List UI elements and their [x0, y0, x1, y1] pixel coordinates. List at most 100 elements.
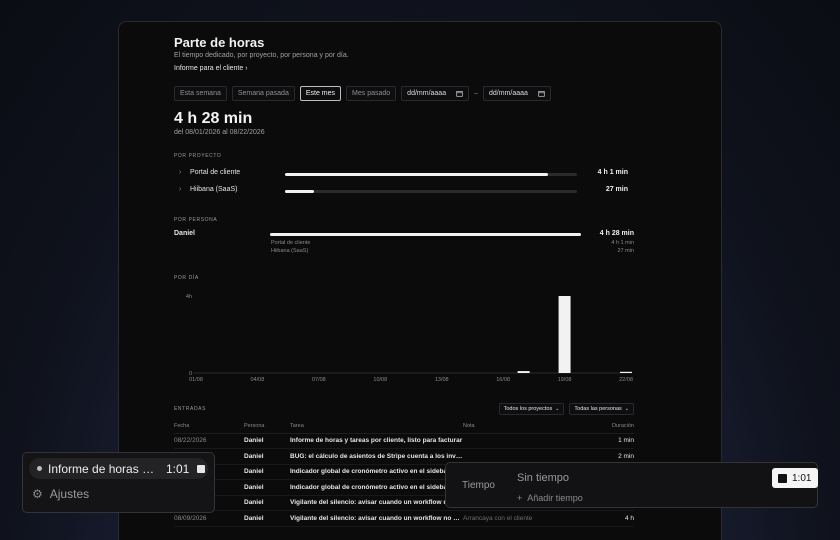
x-tick-label: 16/08: [496, 377, 510, 383]
filter-last-week[interactable]: Semana pasada: [231, 86, 295, 101]
section-label-day: POR DÍA: [174, 275, 199, 281]
col-task: Tarea: [290, 420, 463, 434]
plus-icon: +: [517, 493, 523, 503]
date-to-input[interactable]: dd/mm/aaaa: [483, 86, 551, 101]
x-tick-label: 07/08: [312, 377, 326, 383]
date-to-placeholder: dd/mm/aaaa: [489, 90, 528, 97]
x-tick-label: 04/08: [251, 377, 265, 383]
client-report-link[interactable]: Informe para el cliente ›: [174, 65, 248, 72]
total-time: 4 h 28 min: [174, 110, 253, 127]
project-value: 4 h 1 min: [597, 169, 628, 176]
calendar-icon: [538, 91, 545, 97]
person-name: Daniel: [174, 230, 196, 237]
person-select-value: Todas las personas: [574, 406, 622, 412]
time-card-empty: Sin tiempo: [517, 472, 569, 484]
x-tick-label: 10/08: [373, 377, 387, 383]
chevron-down-icon: ⌄: [624, 406, 629, 412]
person-bar-fill: [270, 233, 581, 236]
entry-task: Indicador global de cronómetro activo en…: [290, 464, 463, 480]
person-project-label: Portal de cliente: [271, 240, 311, 246]
time-card-timer-button[interactable]: 1:01: [772, 468, 818, 488]
day-bar: [620, 371, 632, 373]
entry-task: Vigilante del silencio: avisar cuando un…: [290, 510, 463, 527]
client-report-link-label: Informe para el cliente: [174, 65, 244, 72]
time-card: Tiempo Sin tiempo + Añadir tiempo 1:01: [445, 462, 818, 508]
chevron-right-icon: ›: [179, 169, 182, 176]
entry-date: 08/09/2026: [174, 510, 244, 527]
active-timer-time: 1:01: [166, 462, 190, 476]
active-timer-task: Informe de horas y tareas por cliente, l…: [48, 462, 155, 476]
calendar-icon: [456, 91, 463, 97]
day-bar: [558, 296, 571, 373]
entry-person: Daniel: [244, 448, 290, 465]
project-value: 27 min: [605, 186, 628, 193]
col-note: Nota: [463, 420, 584, 434]
entry-person: Daniel: [244, 510, 290, 527]
project-row[interactable]: › Hiibana (SaaS) 27 min: [174, 185, 629, 197]
settings-label: Ajustes: [49, 487, 90, 501]
project-select[interactable]: Todos los proyectos ⌄: [498, 403, 565, 415]
entry-duration: 1 min: [584, 433, 634, 449]
page-subtitle: El tiempo dedicado, por proyecto, por pe…: [174, 52, 349, 59]
entry-date: 08/22/2026: [174, 433, 244, 449]
entry-person: Daniel: [244, 433, 290, 449]
entry-task: Informe de horas y tareas por cliente, l…: [290, 433, 463, 449]
project-name: Portal de cliente: [190, 169, 241, 176]
settings-item[interactable]: ⚙ Ajustes: [32, 486, 89, 502]
time-card-timer: 1:01: [792, 472, 812, 484]
entry-filters: Todos los proyectos ⌄ Todas las personas ⌄: [498, 403, 634, 415]
person-project-label: Hiibana (SaaS): [271, 248, 309, 254]
col-date: Fecha: [174, 420, 244, 434]
x-tick-label: 01/08: [189, 377, 203, 383]
project-bar-track: [285, 190, 577, 193]
person-total: 4 h 28 min: [599, 230, 634, 237]
project-row[interactable]: › Portal de cliente 4 h 1 min: [174, 168, 629, 180]
col-duration: Duración: [584, 420, 634, 434]
date-from-input[interactable]: dd/mm/aaaa: [401, 86, 470, 101]
x-tick-label: 22/08: [619, 377, 633, 383]
x-tick-label: 19/08: [558, 377, 572, 383]
entry-note: Arrancaya con el cliente: [463, 510, 584, 527]
table-header: Fecha Persona Tarea Nota Duración: [174, 420, 634, 434]
person-select[interactable]: Todas las personas ⌄: [569, 403, 634, 415]
y-tick-label: 4h: [186, 294, 192, 300]
recording-dot-icon: [37, 466, 42, 471]
entry-task: BUG: el cálculo de asientos de Stripe cu…: [290, 448, 463, 465]
chevron-down-icon: ⌄: [555, 406, 560, 412]
person-bar-track: [270, 233, 581, 236]
x-tick-label: 13/08: [435, 377, 449, 383]
entry-task: Vigilante del silencio: avisar cuando un…: [290, 495, 463, 511]
period-filters: Esta semana Semana pasada Este mes Mes p…: [174, 86, 551, 101]
day-chart: 4h 001/08 04/08 07/08 10/08 13/08 16/08 19/08 22…: [186, 294, 633, 383]
filter-last-month[interactable]: Mes pasado: [346, 86, 397, 101]
project-select-value: Todos los proyectos: [503, 406, 553, 412]
active-timer-widget: Informe de horas y tareas por cliente, l…: [22, 452, 215, 513]
col-person: Persona: [244, 420, 290, 434]
table-row[interactable]: 08/09/2026 Daniel Vigilante del silencio…: [174, 510, 634, 527]
filter-this-month[interactable]: Este mes: [299, 86, 342, 101]
report-panel: Parte de horas El tiempo dedicado, por p…: [118, 21, 722, 540]
section-label-person: POR PERSONA: [174, 217, 218, 223]
section-label-project: POR PROYECTO: [174, 153, 222, 159]
add-time-label: Añadir tiempo: [527, 493, 583, 503]
section-label-entries: ENTRADAS: [174, 406, 207, 412]
project-bar-fill: [285, 173, 548, 176]
add-time-button[interactable]: + Añadir tiempo: [517, 493, 583, 503]
entry-person: Daniel: [244, 495, 290, 511]
table-row[interactable]: 08/22/2026 Daniel Informe de horas y tar…: [174, 433, 634, 449]
person-project-value: 4 h 1 min: [611, 240, 634, 246]
page-title: Parte de horas: [174, 35, 265, 50]
active-timer-pill[interactable]: Informe de horas y tareas por cliente, l…: [29, 458, 208, 479]
filter-this-week[interactable]: Esta semana: [174, 86, 227, 101]
entry-task: Indicador global de cronómetro activo en…: [290, 479, 463, 496]
time-card-label: Tiempo: [462, 480, 495, 491]
project-name: Hiibana (SaaS): [190, 186, 238, 193]
date-range-dash: –: [474, 90, 478, 97]
project-bar-track: [285, 173, 577, 176]
gear-icon: ⚙: [32, 487, 43, 501]
stop-icon[interactable]: [197, 465, 205, 473]
person-project-value: 27 min: [617, 248, 634, 254]
day-bar: [517, 371, 530, 373]
chevron-right-icon: ›: [245, 65, 248, 72]
entry-duration: 4 h: [584, 510, 634, 527]
